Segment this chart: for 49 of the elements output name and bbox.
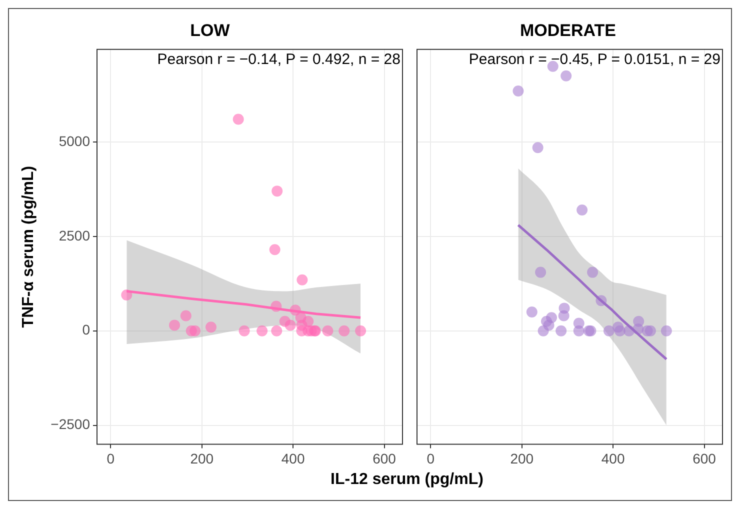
point (322, 325, 334, 336)
point (284, 320, 296, 331)
point (532, 142, 544, 154)
y-tick-label: 2500 (58, 227, 90, 244)
x-tick-label: 200 (510, 450, 534, 466)
point (644, 325, 656, 336)
point (269, 244, 280, 256)
point (296, 274, 308, 286)
point (169, 320, 180, 331)
point (603, 325, 614, 336)
point (205, 322, 216, 333)
point (232, 114, 244, 125)
x-tick-label: 200 (190, 450, 214, 466)
point (355, 325, 366, 336)
point (558, 310, 570, 322)
point (512, 85, 524, 96)
x-tick-label: 0 (106, 450, 115, 466)
y-tick-label: 5000 (58, 132, 90, 149)
point (238, 325, 250, 336)
y-tick-label: 0 (82, 322, 90, 338)
y-tick-label: −2500 (50, 416, 90, 432)
y-axis-title: TNF-α serum (pg/mL) (20, 166, 38, 328)
x-axis-title: IL-12 serum (pg/mL) (330, 471, 484, 489)
point (660, 325, 672, 336)
point (256, 325, 268, 336)
point (306, 325, 317, 336)
chart-title: LOW (190, 20, 231, 40)
annotation: Pearson r = −0.45, P = 0.0151, n = 29 (468, 51, 720, 68)
x-tick-label: 0 (426, 450, 435, 466)
x-tick-label: 400 (601, 450, 625, 466)
point (614, 325, 626, 336)
point (272, 186, 283, 197)
point (180, 310, 192, 322)
point (576, 204, 588, 216)
point (560, 70, 572, 82)
chart-title: MODERATE (520, 20, 616, 40)
point (271, 325, 282, 336)
point (526, 306, 538, 318)
point (573, 325, 584, 336)
point (587, 266, 598, 278)
x-tick-label: 600 (692, 450, 716, 466)
annotation: Pearson r = −0.14, P = 0.492, n = 28 (157, 51, 400, 68)
point (535, 266, 546, 278)
point (538, 325, 549, 336)
point (556, 325, 567, 336)
point (190, 325, 201, 336)
x-tick-label: 600 (372, 450, 396, 466)
x-tick-label: 400 (281, 450, 305, 466)
point (338, 325, 350, 336)
